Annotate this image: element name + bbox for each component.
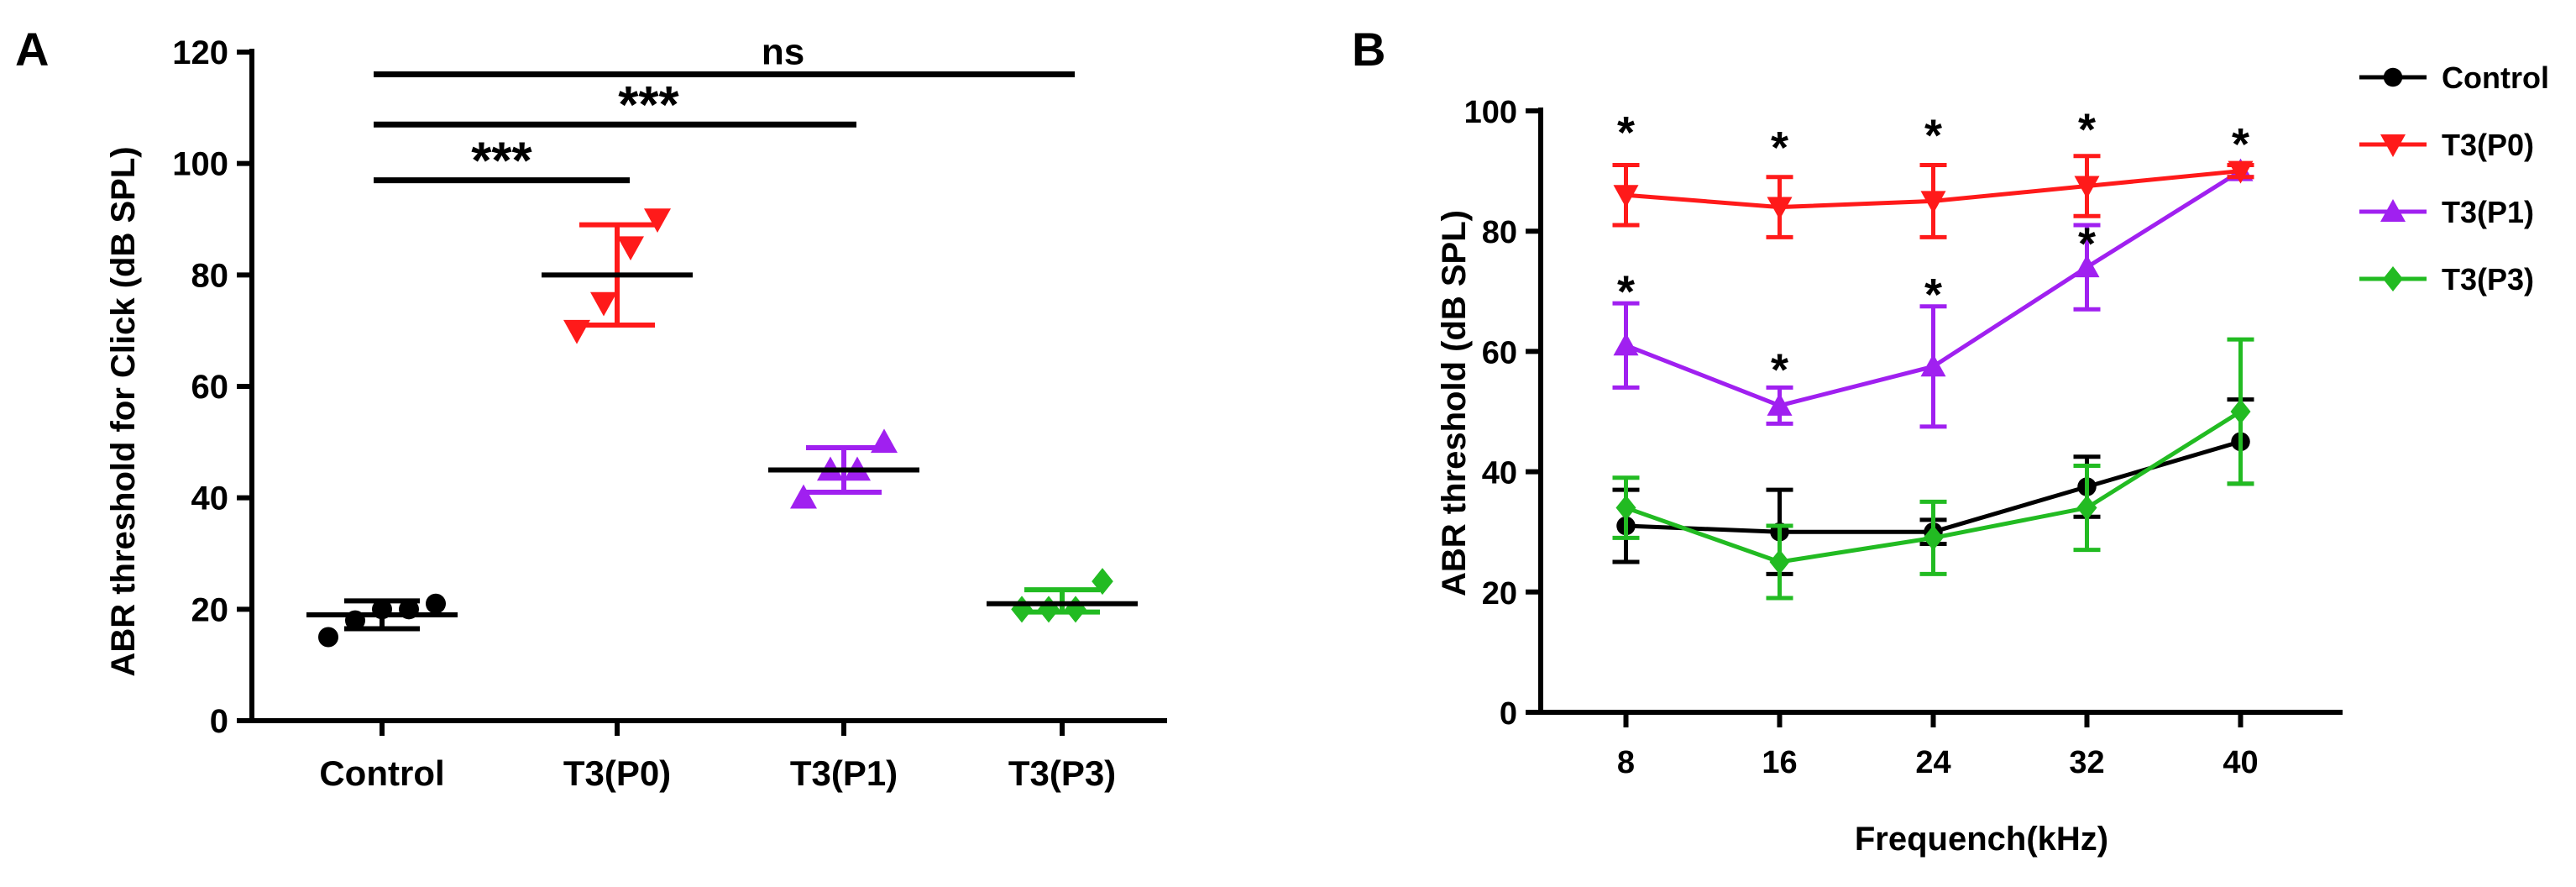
data-point	[2074, 255, 2100, 278]
significance-star: *	[1771, 345, 1788, 396]
panel-a-y-tick-label: 120	[172, 34, 228, 71]
significance-star: *	[2078, 104, 2096, 155]
panel-b-y-axis-label: ABR threshold (dB SPL)	[1436, 210, 1473, 596]
legend-marker	[2383, 266, 2403, 291]
panel-a-group-control	[306, 593, 458, 648]
panel-b-letter: B	[1352, 23, 1385, 76]
panel-a-group-t3p3	[987, 568, 1138, 623]
panel-b-y-tick-label: 40	[1482, 456, 1517, 491]
panel-b-series	[1612, 154, 2254, 601]
significance-label: ns	[762, 32, 804, 73]
series-t3p0	[1612, 154, 2254, 239]
panel-b-y-tick-label: 0	[1500, 696, 1517, 732]
panel-b-x-tick-label: 8	[1617, 745, 1635, 780]
panel-a-y-tick-label: 0	[210, 703, 228, 740]
panel-b-y-ticks: 0 20 40 60 80 100	[1464, 95, 1541, 732]
series-t3p3	[1612, 337, 2254, 601]
panel-a-y-tick-label: 20	[191, 591, 229, 628]
data-point	[2076, 495, 2097, 521]
panel-b-axes	[1538, 108, 2343, 715]
panel-a-y-ticks: 0 20 40 60 80 100 120	[172, 34, 252, 740]
significance-label: ***	[471, 133, 532, 191]
panel-a-group-t3p0	[542, 208, 693, 344]
data-point	[1092, 568, 1113, 596]
data-point	[1769, 549, 1790, 575]
panel-a: A ABR threshold for Click (dB SPL) 0 20 40…	[15, 23, 1167, 793]
panel-a-group-t3p1	[768, 428, 919, 509]
data-point	[617, 236, 644, 261]
data-point	[2074, 176, 2100, 199]
data-point	[1920, 191, 1946, 214]
panel-a-x-ticks: Control T3(P0) T3(P1) T3(P3)	[319, 721, 1116, 793]
legend-label: T3(P3)	[2442, 262, 2534, 297]
legend-item: T3(P0)	[2359, 128, 2534, 162]
data-point	[1923, 525, 1944, 551]
panel-b-y-tick-label: 100	[1464, 95, 1517, 130]
data-point	[318, 627, 338, 648]
data-point	[1920, 354, 1946, 377]
panel-a-y-tick-label: 80	[191, 257, 229, 294]
legend-item: T3(P1)	[2359, 195, 2534, 229]
significance-star: *	[2078, 218, 2096, 269]
panel-b: B ABR threshold (dB SPL) Frequench(kHz) …	[1352, 23, 2549, 858]
data-point	[2228, 160, 2254, 184]
panel-b-annotations: * * * * * * * * *	[1617, 104, 2249, 395]
panel-a-significance: *** *** ns	[374, 32, 1075, 191]
data-point	[790, 484, 817, 509]
legend-item: T3(P3)	[2359, 262, 2534, 297]
panel-b-x-tick-label: 24	[1915, 745, 1950, 780]
panel-a-y-tick-label: 60	[191, 369, 229, 406]
legend-item: Control	[2359, 60, 2549, 95]
panel-b-x-axis-label: Frequench(kHz)	[1855, 821, 2108, 858]
significance-star: *	[1617, 267, 1635, 318]
data-point	[2230, 399, 2251, 424]
panel-a-y-tick-label: 100	[172, 146, 228, 183]
panel-a-letter: A	[15, 23, 49, 76]
data-point	[426, 593, 446, 614]
significance-star: *	[1924, 110, 1942, 160]
data-point	[563, 319, 590, 344]
significance-star: *	[1617, 108, 1635, 158]
panel-a-y-tick-label: 40	[191, 480, 229, 517]
data-point	[1011, 596, 1033, 623]
legend-marker	[2380, 199, 2406, 222]
panel-b-y-tick-label: 60	[1482, 335, 1517, 370]
significance-star: *	[2232, 119, 2249, 170]
data-point	[644, 208, 671, 233]
data-point	[1767, 392, 1793, 416]
panel-b-y-tick-label: 20	[1482, 576, 1517, 611]
panel-b-y-tick-label: 80	[1482, 215, 1517, 250]
panel-a-axes	[249, 49, 1167, 723]
data-point	[1767, 197, 1793, 220]
legend-label: T3(P1)	[2442, 195, 2534, 229]
panel-a-x-tick-label: T3(P3)	[1008, 753, 1116, 793]
panel-a-groups	[306, 208, 1138, 648]
significance-label: ***	[618, 76, 679, 134]
panel-b-x-tick-label: 16	[1762, 745, 1797, 780]
panel-b-x-tick-label: 40	[2223, 745, 2258, 780]
data-point	[1613, 185, 1639, 208]
data-point	[1038, 596, 1060, 623]
significance-star: *	[1924, 270, 1942, 320]
legend-label: T3(P0)	[2442, 128, 2534, 162]
data-point	[1615, 495, 1636, 521]
legend-label: Control	[2442, 60, 2549, 95]
panel-a-x-tick-label: T3(P0)	[563, 753, 671, 793]
panel-b-x-tick-label: 32	[2069, 745, 2104, 780]
panel-a-x-tick-label: Control	[319, 753, 444, 793]
legend-marker	[2380, 134, 2406, 157]
panel-a-x-tick-label: T3(P1)	[790, 753, 898, 793]
panel-b-legend: Control T3(P0) T3(P1) T3(P3)	[2359, 60, 2549, 297]
data-point	[871, 428, 898, 454]
significance-star: *	[1771, 123, 1788, 173]
legend-marker	[2383, 67, 2403, 87]
panel-a-y-axis-label: ABR threshold for Click (dB SPL)	[105, 146, 142, 676]
data-point	[1065, 596, 1086, 623]
data-point	[590, 291, 617, 317]
data-point	[1613, 333, 1639, 356]
panel-b-x-ticks: 8 16 24 32 40	[1617, 712, 2259, 780]
